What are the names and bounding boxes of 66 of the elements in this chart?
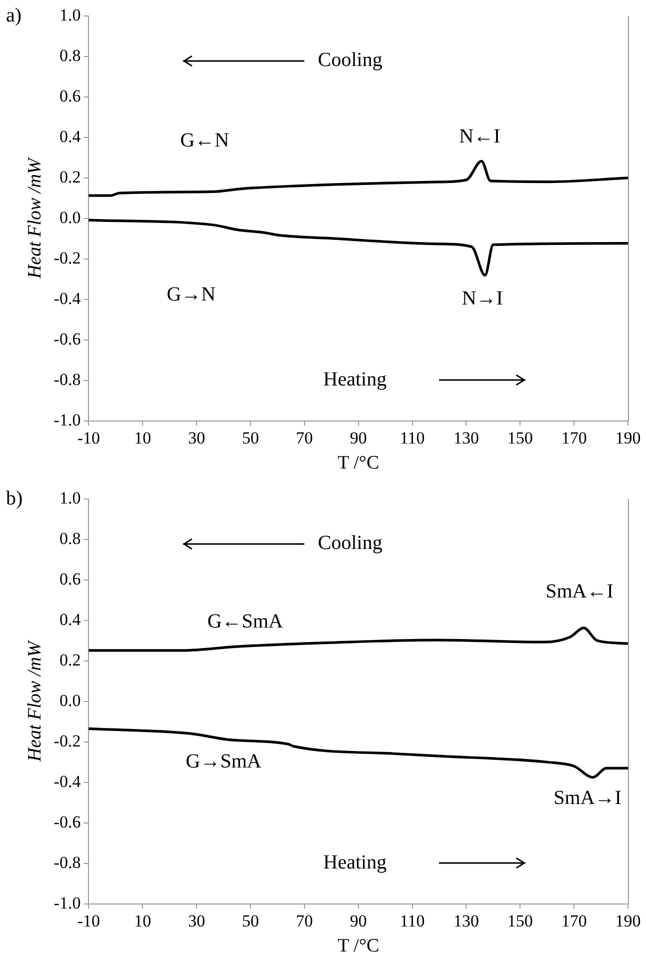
y-tick-label: -0.2 xyxy=(54,248,81,268)
x-tick-label: 150 xyxy=(507,911,533,930)
x-tick-label: 90 xyxy=(350,428,367,448)
y-axis-title: Heat Flow /mW xyxy=(24,639,46,763)
y-tick-label: 0.2 xyxy=(59,167,81,186)
x-tick-label: 30 xyxy=(188,911,206,930)
annotation: SmA←I xyxy=(546,580,614,602)
y-tick-label: -1.0 xyxy=(54,893,81,912)
y-tick-label: -1.0 xyxy=(54,410,81,430)
annotation: Cooling xyxy=(318,48,382,71)
annotation: G←SmA xyxy=(207,610,284,633)
y-tick-label: -0.4 xyxy=(54,772,82,791)
x-tick-label: 170 xyxy=(561,911,587,930)
y-tick-label: 0.8 xyxy=(59,528,81,548)
y-tick-label: -0.6 xyxy=(54,812,81,832)
annotation: Heating xyxy=(323,852,387,874)
line-series xyxy=(88,160,628,197)
y-tick-label: -0.2 xyxy=(54,731,81,750)
x-tick-label: 50 xyxy=(242,428,259,448)
x-tick-label: 190 xyxy=(615,428,641,448)
y-tick-label: -0.8 xyxy=(54,852,81,872)
x-tick-label: 70 xyxy=(296,428,313,448)
x-tick-label: 50 xyxy=(242,911,259,930)
x-tick-label: -10 xyxy=(77,911,100,930)
annotation: SmA→I xyxy=(554,786,622,809)
annotation: Heating xyxy=(323,368,387,391)
y-tick-label: 0.6 xyxy=(59,569,81,588)
x-tick-label: 110 xyxy=(400,911,425,930)
annotation: Cooling xyxy=(318,532,382,554)
x-tick-label: 130 xyxy=(453,911,479,930)
y-tick-label: -0.8 xyxy=(54,370,81,389)
annotation: N←I xyxy=(459,126,500,148)
y-tick-label: -0.4 xyxy=(54,288,82,308)
x-tick-label: 170 xyxy=(561,428,587,448)
x-tick-label: 130 xyxy=(453,428,479,448)
x-tick-label: 110 xyxy=(400,428,425,448)
x-tick-label: 10 xyxy=(134,911,152,930)
annotation: N→I xyxy=(462,288,503,310)
annotation: G→SmA xyxy=(186,750,262,772)
x-tick-label: 10 xyxy=(134,428,152,448)
y-axis-title: Heat Flow /mW xyxy=(24,156,46,280)
annotation: G→N xyxy=(166,284,216,306)
y-tick-label: -0.6 xyxy=(54,329,81,348)
y-tick-label: 0.4 xyxy=(59,610,82,629)
chart-title: a) xyxy=(6,4,22,26)
x-tick-label: -10 xyxy=(77,428,100,448)
y-tick-label: 0.8 xyxy=(59,46,81,65)
x-tick-label: 30 xyxy=(188,428,206,448)
y-tick-label: 0.4 xyxy=(59,126,82,146)
y-tick-label: 0.0 xyxy=(59,208,81,227)
y-tick-label: 1.0 xyxy=(59,5,81,24)
line-series xyxy=(88,218,628,277)
y-tick-label: 0.0 xyxy=(59,690,81,710)
x-tick-label: 70 xyxy=(296,911,313,930)
x-tick-label: 190 xyxy=(615,911,641,930)
annotation: G←N xyxy=(180,130,230,152)
line-series xyxy=(88,626,628,652)
y-tick-label: 1.0 xyxy=(59,488,81,508)
chart-title: b) xyxy=(6,487,23,510)
x-axis-title: T /°C xyxy=(338,936,380,957)
x-tick-label: 90 xyxy=(350,911,367,930)
x-tick-label: 150 xyxy=(507,428,533,448)
line-series xyxy=(88,727,628,779)
y-tick-label: 0.2 xyxy=(59,650,81,670)
x-axis-title: T /°C xyxy=(338,452,380,474)
y-tick-label: 0.6 xyxy=(59,86,81,106)
